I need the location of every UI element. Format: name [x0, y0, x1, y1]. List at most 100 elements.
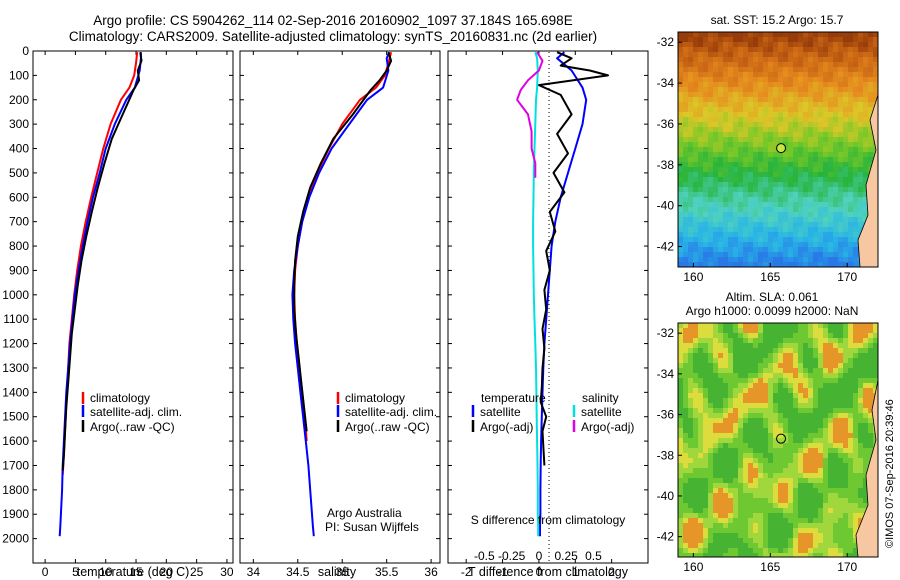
sst-cell	[733, 117, 739, 123]
sla-cell	[693, 458, 699, 464]
sla-cell	[728, 493, 734, 499]
sst-cell	[778, 92, 784, 98]
sla-cell	[708, 338, 714, 344]
sst-cell	[718, 217, 724, 223]
sla-cell	[703, 388, 709, 394]
sst-cell	[733, 97, 739, 103]
sst-cell	[748, 227, 754, 233]
sla-cell	[763, 363, 769, 369]
sst-cell	[703, 187, 709, 193]
sla-cell	[683, 383, 689, 389]
sst-cell	[768, 217, 774, 223]
sla-cell	[748, 538, 754, 544]
sst-cell	[753, 267, 759, 273]
sla-cell	[788, 443, 794, 449]
sst-cell	[843, 197, 849, 203]
sla-cell	[728, 373, 734, 379]
sst-cell	[838, 177, 844, 183]
sla-cell	[703, 398, 709, 404]
sla-cell	[808, 503, 814, 509]
sla-cell	[828, 378, 834, 384]
sla-cell	[738, 483, 744, 489]
sla-cell	[688, 448, 694, 454]
sla-cell	[743, 388, 749, 394]
sla-cell	[738, 473, 744, 479]
sst-cell	[818, 217, 824, 223]
sla-cell	[838, 343, 844, 349]
sst-cell	[793, 57, 799, 63]
sst-cell	[753, 227, 759, 233]
sla-cell	[768, 373, 774, 379]
sst-cell	[743, 87, 749, 93]
sst-cell	[688, 117, 694, 123]
sst-cell	[743, 217, 749, 223]
sla-cell	[728, 543, 734, 549]
sst-cell	[758, 192, 764, 198]
sst-cell	[768, 137, 774, 143]
sst-cell	[738, 182, 744, 188]
sla-cell	[838, 528, 844, 534]
sla-cell	[693, 503, 699, 509]
sla-cell	[733, 398, 739, 404]
sla-cell	[753, 518, 759, 524]
sla-cell	[773, 443, 779, 449]
sst-cell	[788, 97, 794, 103]
sst-cell	[768, 172, 774, 178]
sla-cell	[818, 533, 824, 539]
sst-cell	[843, 172, 849, 178]
sst-cell	[763, 97, 769, 103]
sst-cell	[693, 67, 699, 73]
sst-cell	[873, 267, 879, 273]
sla-cell	[858, 433, 864, 439]
sst-cell	[773, 92, 779, 98]
sst-cell	[743, 227, 749, 233]
sla-cell	[748, 513, 754, 519]
sla-cell	[733, 378, 739, 384]
sst-cell	[733, 182, 739, 188]
sla-cell	[768, 398, 774, 404]
sst-cell	[798, 82, 804, 88]
sst-cell	[808, 237, 814, 243]
sst-cell	[818, 197, 824, 203]
sst-cell	[708, 67, 714, 73]
sla-cell	[868, 353, 874, 359]
sst-cell	[738, 137, 744, 143]
sla-cell	[758, 383, 764, 389]
sst-cell	[833, 82, 839, 88]
sst-cell	[818, 42, 824, 48]
sst-cell	[783, 247, 789, 253]
sla-cell	[718, 473, 724, 479]
sst-cell	[688, 62, 694, 68]
sst-cell	[693, 187, 699, 193]
sla-cell	[818, 518, 824, 524]
sst-cell	[678, 122, 684, 128]
sst-cell	[843, 227, 849, 233]
sst-cell	[703, 102, 709, 108]
sla-cell	[868, 333, 874, 339]
sla-cell	[773, 353, 779, 359]
sst-cell	[713, 127, 719, 133]
sla-cell	[833, 538, 839, 544]
sla-cell	[833, 438, 839, 444]
sst-cell	[818, 77, 824, 83]
sst-cell	[738, 262, 744, 267]
sst-cell	[743, 72, 749, 78]
sst-cell	[683, 147, 689, 153]
sla-cell	[683, 488, 689, 494]
sst-cell	[768, 142, 774, 148]
sst-cell	[718, 212, 724, 218]
sst-cell	[783, 127, 789, 133]
sla-cell	[838, 373, 844, 379]
sst-cell	[828, 32, 834, 38]
legend-label-s-argo: Argo(-adj)	[581, 420, 634, 434]
sla-cell	[813, 478, 819, 484]
sst-cell	[843, 182, 849, 188]
sst-cell	[713, 57, 719, 63]
sst-cell	[713, 182, 719, 188]
sst-cell	[678, 62, 684, 68]
sla-cell	[698, 553, 704, 557]
sst-cell	[693, 262, 699, 267]
sla-cell	[848, 418, 854, 424]
sst-cell	[698, 212, 704, 218]
sst-cell	[848, 252, 854, 258]
